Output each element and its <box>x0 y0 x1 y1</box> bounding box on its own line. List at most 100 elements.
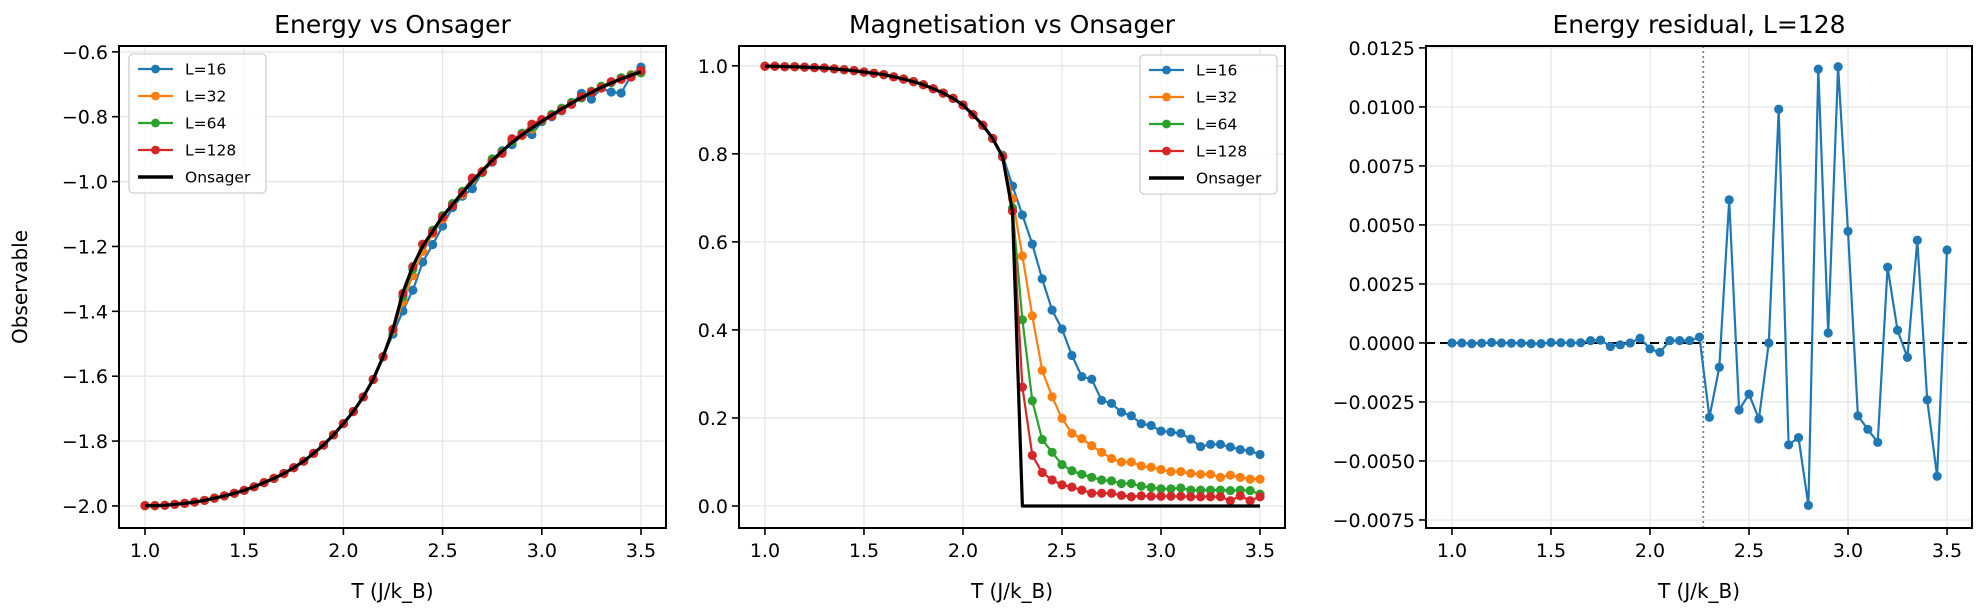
data-point <box>1047 447 1057 457</box>
data-point <box>1186 434 1196 444</box>
y-tick-label: −2.0 <box>62 496 108 518</box>
data-point <box>1067 482 1077 492</box>
data-point <box>1892 325 1903 335</box>
legend-item: L=128 <box>1149 143 1247 161</box>
data-point <box>1196 485 1206 495</box>
panel-1: 1.0 1.5 2.0 2.5 3.0 3.5 −2.0 −1.8 −1.6 −1.4 −1.2 −1… <box>8 10 667 603</box>
data-point <box>1196 441 1206 452</box>
data-point <box>1176 467 1186 477</box>
y-tick-label: 0.0050 <box>1349 215 1415 237</box>
data-point <box>1156 426 1166 436</box>
data-point <box>1037 274 1047 284</box>
data-point <box>1724 195 1734 205</box>
x-tick-label: 1.5 <box>849 540 879 562</box>
data-point <box>1215 439 1226 449</box>
data-point <box>1566 338 1576 348</box>
legend-marker <box>1162 146 1171 156</box>
y-tick-label: 0.0100 <box>1349 97 1415 119</box>
data-point <box>1126 478 1136 489</box>
data-point <box>1027 396 1037 406</box>
x-tick-label: 1.0 <box>130 540 160 562</box>
x-tick-label: 2.0 <box>948 540 978 562</box>
data-point <box>1027 239 1037 249</box>
y-tick-label: 1.0 <box>698 56 728 78</box>
data-point <box>1675 335 1685 346</box>
legend-label: L=128 <box>185 142 236 160</box>
data-point <box>1037 434 1047 445</box>
data-point <box>1225 470 1235 480</box>
data-point <box>1017 382 1027 392</box>
axes-frame <box>1425 45 1973 529</box>
y-tick-label: −1.6 <box>62 366 108 388</box>
x-tick-label: 1.0 <box>750 540 780 562</box>
data-point <box>1106 476 1117 486</box>
data-point <box>1912 235 1922 245</box>
data-point <box>1087 472 1097 482</box>
data-point <box>1922 395 1932 405</box>
axes-frame <box>738 45 1286 529</box>
data-point <box>1255 492 1265 502</box>
data-point <box>1526 339 1536 349</box>
legend-marker <box>1162 65 1171 75</box>
data-point <box>1655 347 1665 357</box>
data-point <box>1255 474 1265 484</box>
data-point <box>1027 450 1037 460</box>
data-point <box>1166 467 1176 477</box>
data-point <box>1057 480 1067 490</box>
data-point <box>1166 427 1176 437</box>
data-point <box>1467 339 1477 349</box>
data-point <box>1047 475 1057 485</box>
x-tick-label: 3.5 <box>1932 540 1962 562</box>
data-point <box>1942 245 1952 255</box>
data-point <box>1186 492 1196 502</box>
data-point <box>1615 340 1625 350</box>
data-point <box>1764 338 1774 348</box>
plot-area <box>140 62 646 511</box>
data-point <box>1516 338 1526 348</box>
data-point <box>1057 413 1067 423</box>
data-point <box>1087 374 1097 384</box>
data-point <box>1245 496 1255 506</box>
data-point <box>1704 412 1714 422</box>
data-point <box>1744 389 1754 399</box>
legend-item: L=32 <box>138 88 226 106</box>
y-tick-label: −1.0 <box>62 172 108 194</box>
legend-label: L=64 <box>185 115 226 133</box>
axes-frame <box>118 45 667 529</box>
legend-item: L=16 <box>1149 62 1237 80</box>
data-point <box>1196 469 1206 479</box>
legend-marker <box>1162 92 1171 102</box>
y-tick-label: −0.6 <box>62 42 108 64</box>
legend-label: L=64 <box>1196 116 1237 134</box>
data-point <box>1017 315 1027 325</box>
legend-box <box>1139 54 1278 195</box>
data-point <box>1097 488 1107 498</box>
data-point <box>1146 482 1156 493</box>
data-point <box>1215 472 1226 482</box>
data-point <box>1813 64 1823 74</box>
x-axis-label: T (J/k_B) <box>1657 579 1740 603</box>
y-tick-label: 0.0 <box>698 496 728 518</box>
data-point <box>1883 262 1893 272</box>
data-point <box>1136 481 1146 491</box>
data-point <box>1017 251 1027 261</box>
data-point <box>1047 392 1057 402</box>
x-tick-label: 2.5 <box>427 540 457 562</box>
data-point <box>1457 338 1467 348</box>
data-point <box>1585 335 1596 346</box>
x-tick-label: 3.0 <box>527 540 557 562</box>
legend-item: L=128 <box>138 142 236 160</box>
legend-label: L=128 <box>1196 143 1247 161</box>
data-point <box>1477 338 1487 348</box>
data-point <box>1077 371 1087 382</box>
data-point <box>1077 434 1087 444</box>
legend-item: L=16 <box>138 61 226 79</box>
legend: L=16 L=32 L=64 L=128 Onsager <box>128 53 267 194</box>
legend-marker <box>151 145 160 155</box>
data-point <box>1833 62 1843 72</box>
data-point <box>1166 491 1176 501</box>
y-tick-label: 0.0075 <box>1349 156 1415 178</box>
data-point <box>1215 485 1226 495</box>
data-point <box>408 285 418 295</box>
data-point <box>1176 428 1186 438</box>
